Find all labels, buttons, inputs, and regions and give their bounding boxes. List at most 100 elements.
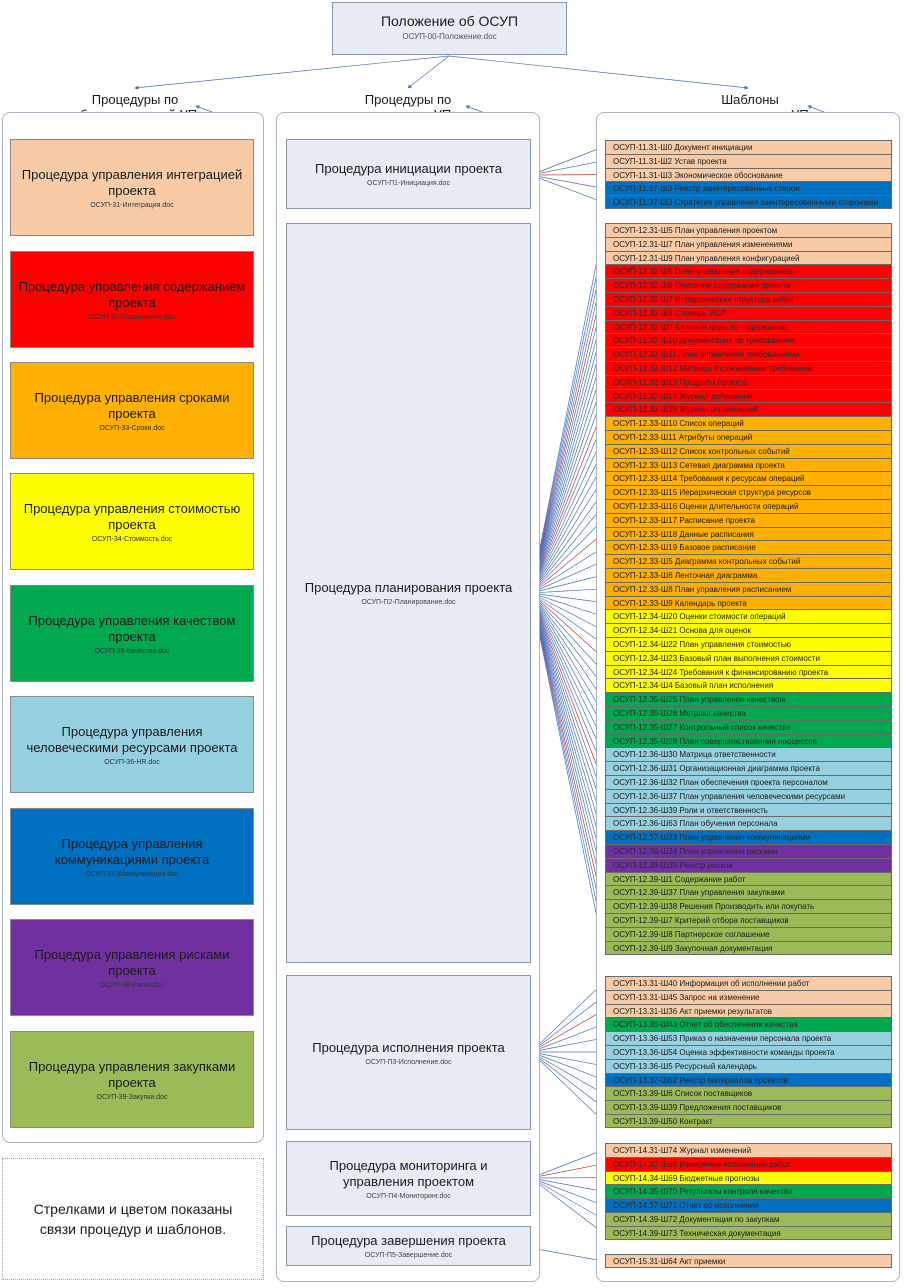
area-file: ОСУП-31-Интеграция.doc [90,201,174,209]
area-file: ОСУП-36-HR.doc [104,758,160,766]
template-row: ОСУП-14.37-Ш71 Отчет об исполнении [605,1198,892,1213]
legend-note-text: Стрелками и цветом показаны связи процед… [33,1201,233,1237]
template-row: ОСУП-14.39-Ш73 Техническая документация [605,1225,892,1240]
regulation-file: ОСУП-00-Положение.doc [402,32,497,41]
process-template-arrow [530,159,604,176]
template-row: ОСУП-13.37-Ш62 Реестр материалов проекто… [605,1072,892,1087]
template-row: ОСУП-12.32-Ш7 Иерархическая структура ра… [605,292,892,306]
top-to-templates-arrow [448,55,749,90]
process-box-planning: Процедура планирования проекта ОСУП-П2-Пл… [286,223,531,963]
process-template-arrow [530,592,604,825]
template-row: ОСУП-12.34-Ш22 План управления стоимость… [605,637,892,651]
process-file: ОСУП-П5-Завершение.doc [364,1252,453,1259]
template-row: ОСУП-12.32-Ш13 Продукты проекта [605,374,892,389]
process-template-arrow [530,325,605,594]
template-row: ОСУП-12.32-Ш11 План управления требовани… [605,347,892,362]
process-template-arrow [530,1051,604,1068]
process-box-initiation: Процедура инициации проекта ОСУП-П1-Иници… [286,139,531,209]
template-row: ОСУП-13.35-Ш43 Отчет об обеспечении каче… [605,1017,892,1032]
process-template-arrow [530,592,605,880]
template-row: ОСУП-12.36-Ш37 План управления человечес… [605,788,892,803]
process-template-arrow [530,229,605,594]
area-file: ОСУП-38-Риски.doc [99,981,165,989]
template-row: ОСУП-13.31-Ш40 Информация об исполнении … [605,976,892,990]
template-row: ОСУП-14.35-Ш70 Результаты контроля качес… [605,1184,892,1199]
template-row: ОСУП-12.32-Ш9 Базовый план по содержанию [605,319,892,334]
template-row: ОСУП-12.35-Ш28 План совершенствования пр… [605,733,892,748]
process-file: ОСУП-П3-Исполнение.doc [365,1058,452,1066]
regulation-title: Положение об ОСУП [380,13,519,29]
template-row: ОСУП-12.33-Ш18 Данные расписания [605,526,892,541]
process-template-arrow [530,547,604,594]
process-name: Процедура исполнения проекта [312,1039,505,1055]
template-row: ОСУП-12.31-Ш9 План управления конфигурац… [605,250,892,265]
process-template-arrow [530,592,604,686]
process-template-arrow [530,982,604,1053]
process-box-monitoring: Процедура мониторинга и управления проек… [286,1141,531,1216]
process-template-arrow [530,1177,604,1234]
template-row: ОСУП-12.32-Ш14 Журнал допущений [605,388,892,403]
template-row: ОСУП-12.36-Ш32 План обеспечения проекта … [605,775,892,789]
template-row: ОСУП-11.31-Ш3 Экономическое обоснование [605,167,892,182]
template-row: ОСУП-12.31-Ш7 План управления изменениям… [605,236,892,251]
template-row: ОСУП-11.37-Ш3 Реестр заинтересованных ст… [605,181,892,196]
template-row: ОСУП-12.32-Ш8 Словарь ИСР [605,305,892,320]
area-file: ОСУП-37-Коммуникации.doc [85,870,179,878]
process-template-arrow [530,1177,604,1193]
template-row: ОСУП-12.35-Ш25 План управления качеством [605,692,892,707]
area-file: ОСУП-39-Закупки.doc [96,1093,168,1101]
template-row: ОСУП-12.33-Ш17 Расписание проекта [605,512,892,527]
process-template-arrow [530,243,605,594]
process-template-arrow [530,592,604,673]
template-row: ОСУП-12.33-Ш15 Иерархическая структура р… [605,485,892,500]
template-row: ОСУП-12.31-Ш5 План управления проектом [605,223,892,237]
template-row: ОСУП-12.32-Ш12 Матрица отслеживания треб… [605,361,892,375]
process-template-arrow [530,1177,604,1220]
process-template-arrow [530,256,605,594]
template-row: ОСУП-15.31-Ш64 Акт приемки [605,1254,892,1268]
legend-note: Стрелками и цветом показаны связи процед… [2,1158,264,1280]
template-row: ОСУП-12.38-Ш34 План управления рисками [605,844,892,858]
template-row: ОСУП-12.39-Ш8 Партнерское соглашение [605,926,892,941]
process-template-arrow [530,1177,604,1206]
process-name: Процедура мониторинга и управления проек… [329,1157,488,1189]
template-row: ОСУП-13.36-Ш54 Оценка эффективности кома… [605,1045,892,1059]
process-template-arrow [530,592,604,631]
process-template-arrow [530,560,604,594]
process-template-arrow [530,592,604,783]
process-template-arrow [530,592,605,852]
area-name: Процедура управления содержанием проекта [18,278,246,310]
template-row: ОСУП-13.31-Ш45 Запрос на изменение [605,989,892,1004]
template-row: ОСУП-12.32-Ш5 План управления содержание… [605,264,892,279]
process-name: Процедура инициации проекта [315,161,502,176]
process-box-closing: Процедура завершения проекта ОСУП-П5-Заве… [286,1226,531,1266]
process-template-arrow [530,592,605,838]
process-template-arrow [530,1051,604,1081]
regulation-box: Положение об ОСУП ОСУП-00-Положение.doc [332,2,567,55]
area-box-scope: Процедура управления содержанием проекта… [10,251,254,348]
process-template-arrow [530,592,605,949]
process-template-arrow [530,592,604,659]
template-row: ОСУП-11.37-Ш3 Стратегия управления заинт… [605,195,892,210]
process-template-arrow [530,408,604,594]
process-template-arrow [530,592,604,728]
area-name: Процедура управления рисками проекта [34,946,230,978]
process-template-arrow [530,1010,604,1053]
process-template-arrow [530,573,604,594]
template-row: ОСУП-12.34-Ш4 Базовый план исполнения [605,678,892,693]
template-row: ОСУП-12.35-Ш27 Контрольный список качест… [605,719,892,734]
template-row: ОСУП-12.39-Ш1 Содержание работ [605,871,892,886]
process-template-arrow [530,174,604,190]
template-row: ОСУП-12.34-Ш23 Базовый план выполнения с… [605,650,892,665]
process-template-arrow [530,353,605,594]
area-box-procurement: Процедура управления закупками проекта ОС… [10,1031,254,1128]
template-row: ОСУП-12.33-Ш5 Диаграмма контрольных собы… [605,554,892,569]
area-box-integration: Процедура управления интеграцией проекта… [10,139,254,236]
process-template-arrow [530,381,604,594]
area-name: Процедура управления закупками проекта [28,1058,236,1090]
process-template-arrow [530,1036,604,1053]
template-row: ОСУП-13.31-Ш36 Акт приемки результатов [605,1003,892,1018]
process-template-arrow [530,592,604,714]
process-template-arrow [530,586,604,594]
process-template-arrow [530,312,605,594]
